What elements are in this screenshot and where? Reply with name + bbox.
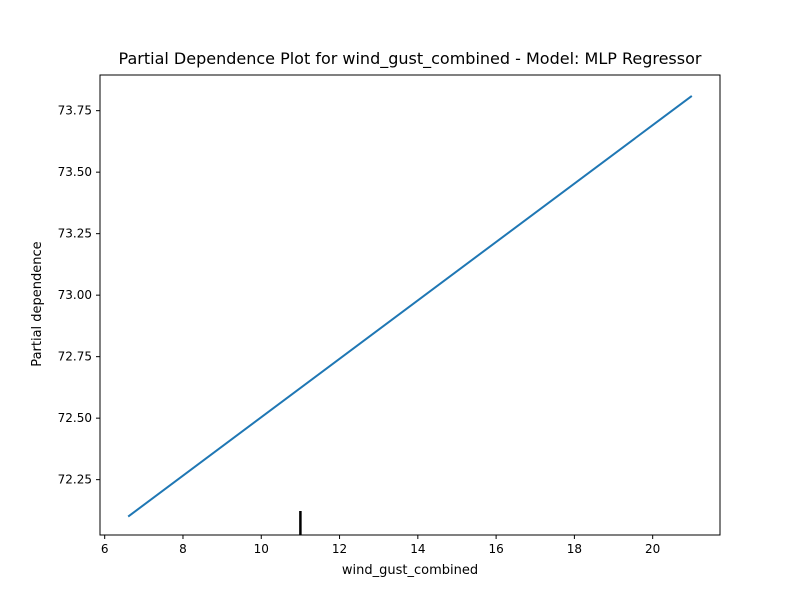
y-axis: 72.25 72.50 72.75 73.00 73.25 73.50 73.75	[58, 104, 100, 487]
x-axis-label: wind_gust_combined	[342, 563, 478, 578]
x-tick-label: 10	[254, 542, 269, 556]
y-tick-label: 73.25	[58, 227, 92, 241]
y-tick-label: 73.50	[58, 165, 92, 179]
y-tick-label: 73.75	[58, 104, 92, 118]
axes-frame	[99, 74, 721, 536]
x-tick-label: 12	[332, 542, 347, 556]
y-tick-label: 72.25	[58, 473, 92, 487]
series-layer	[127, 95, 693, 518]
x-tick-label: 20	[645, 542, 660, 556]
y-tick-label: 73.00	[58, 288, 92, 302]
y-axis-label: Partial dependence	[30, 241, 45, 366]
chart-title: Partial Dependence Plot for wind_gust_co…	[119, 49, 702, 69]
y-tick-label: 72.50	[58, 411, 92, 425]
series-line-0	[127, 95, 693, 518]
x-tick-label: 18	[567, 542, 582, 556]
x-axis: 6 8 10 12 14 16 18 20	[101, 535, 660, 556]
plot-area: 6 8 10 12 14 16 18 20 72.25 72.50 72.75 73.00 73.25…	[58, 74, 721, 556]
x-tick-label: 16	[488, 542, 503, 556]
x-tick-label: 8	[179, 542, 187, 556]
x-tick-label: 14	[410, 542, 425, 556]
x-tick-label: 6	[101, 542, 109, 556]
y-tick-label: 72.75	[58, 350, 92, 364]
